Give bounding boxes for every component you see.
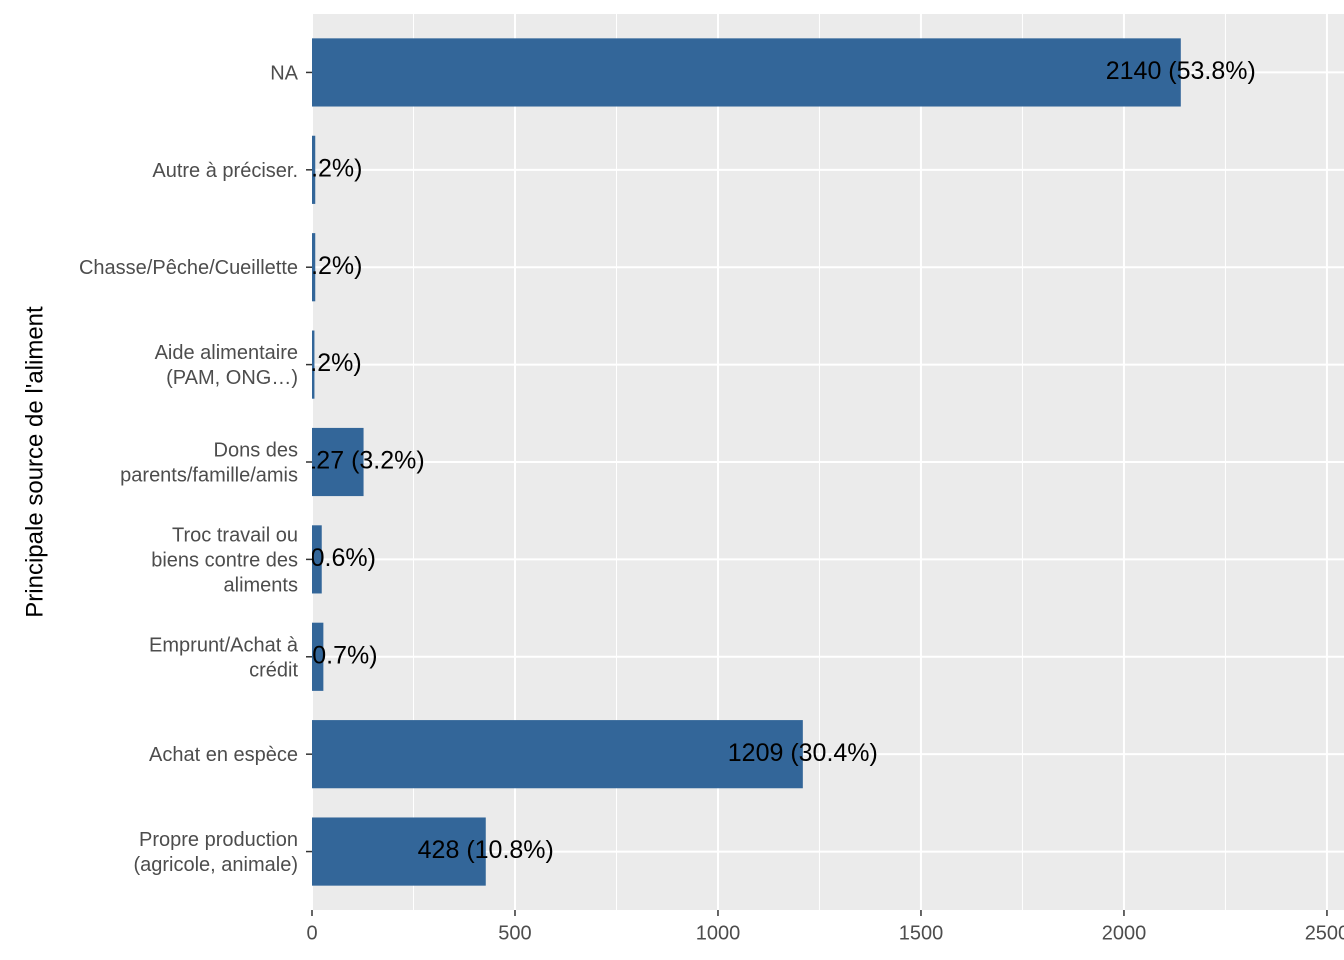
bar [312,330,315,399]
x-tick-label: 2500 [1305,922,1344,944]
y-tick-label: Achat en espèce [149,744,298,766]
value-label: 2140 (53.8%) [1106,57,1256,85]
value-label: 8 (0.2%) [268,154,362,182]
y-tick-label: Dons des parents/famille/amis [120,440,298,487]
value-label: 8 (0.2%) [268,252,362,280]
value-label: 24 (0.6%) [268,544,376,572]
axes: 0 500 1000 1500 2000 2500 NA Autre à préciser. C… [79,62,1344,944]
value-label: 1209 (30.4%) [728,739,878,767]
y-tick-label: Emprunt/Achat à crédit [149,634,299,681]
value-label: 6 (0.2%) [267,349,361,377]
bar [312,817,486,886]
y-axis-title: Principale source de l'aliment [21,306,48,618]
y-tick-label: NA [270,62,298,84]
bar [312,135,316,204]
y-tick-label: Aide alimentaire (PAM, ONG…) [155,342,298,389]
y-tick-label: Troc travail ou biens contre des aliments [151,524,298,596]
y-tick-label: Autre à préciser. [152,160,298,182]
x-tick-label: 0 [306,922,317,944]
y-tick-label: Chasse/Pêche/Cueillette [79,257,298,279]
y-tick-label: Propre production (agricole, animale) [133,829,298,876]
x-tick-label: 500 [498,922,531,944]
x-tick-label: 1000 [696,922,741,944]
x-tick-label: 1500 [899,922,944,944]
bars [312,38,1181,886]
value-label: 428 (10.8%) [418,836,554,864]
x-tick-label: 2000 [1102,922,1147,944]
value-labels: 2140 (53.8%) 8 (0.2%) 8 (0.2%) 6 (0.2%) 127 … [267,57,1256,864]
value-label: 127 (3.2%) [302,447,424,475]
bar [312,720,803,789]
bar [312,622,324,691]
bar [312,233,316,302]
bar [312,427,364,497]
bar [312,38,1181,107]
bar [312,525,322,594]
value-label: 28 (0.7%) [269,641,377,669]
